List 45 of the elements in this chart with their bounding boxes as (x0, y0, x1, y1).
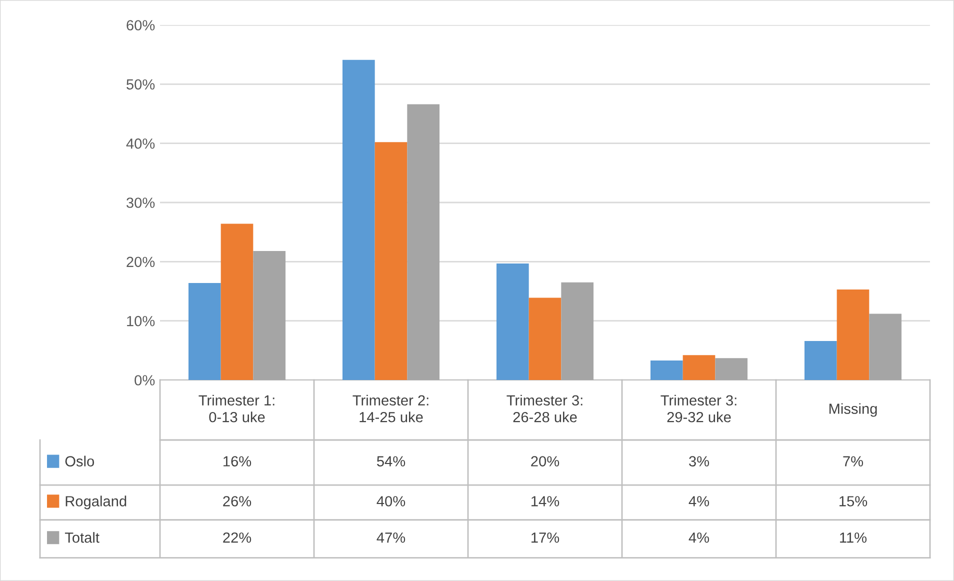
data-label: 4% (688, 532, 710, 543)
data-label: 7% (843, 456, 864, 466)
bar (715, 358, 748, 380)
bar (188, 282, 221, 380)
data-label: 47% (376, 532, 406, 543)
x-tick-label: Trimester 3: 26-28 uke (506, 394, 582, 422)
bar (869, 314, 902, 380)
y-tick-label: 20% (126, 256, 155, 268)
data-label: 14% (532, 496, 560, 506)
data-label: 4% (688, 496, 710, 506)
bar (374, 142, 408, 380)
bar (804, 340, 837, 380)
y-tick-label: 30% (126, 198, 155, 208)
bar (407, 104, 440, 380)
bar (650, 360, 683, 380)
bar (528, 298, 562, 380)
data-label: 20% (531, 456, 560, 466)
x-tick-label: Trimester 3: 29-32 uke (660, 394, 736, 422)
x-tick-label: Missing (829, 403, 877, 417)
bar (220, 224, 254, 380)
legend-label: Oslo (65, 456, 94, 466)
y-tick-label: 10% (127, 316, 155, 326)
x-tick-label: Trimester 2: 14-25 uke (352, 394, 428, 422)
data-label: 54% (376, 456, 406, 466)
data-label: 3% (689, 456, 710, 466)
bar (561, 282, 594, 380)
data-label: 17% (532, 532, 560, 543)
bar (682, 355, 716, 380)
x-tick-label: Trimester 1: 0-13 uke (198, 394, 274, 422)
data-label: 26% (223, 496, 252, 506)
legend-label: Rogaland (66, 496, 126, 510)
bar (253, 251, 286, 380)
data-label: 40% (376, 496, 406, 506)
data-label: 22% (223, 532, 252, 543)
y-tick-label: 60% (126, 20, 155, 30)
legend-label: Totalt (64, 532, 100, 543)
bar (342, 60, 375, 380)
bar (836, 289, 870, 380)
y-tick-label: 40% (126, 138, 155, 149)
bar (496, 263, 529, 380)
y-tick-label: 50% (126, 79, 155, 90)
data-label: 11% (840, 532, 867, 543)
data-label: 16% (224, 456, 252, 466)
y-tick-label: 0% (134, 375, 155, 386)
data-label: 15% (840, 496, 868, 506)
